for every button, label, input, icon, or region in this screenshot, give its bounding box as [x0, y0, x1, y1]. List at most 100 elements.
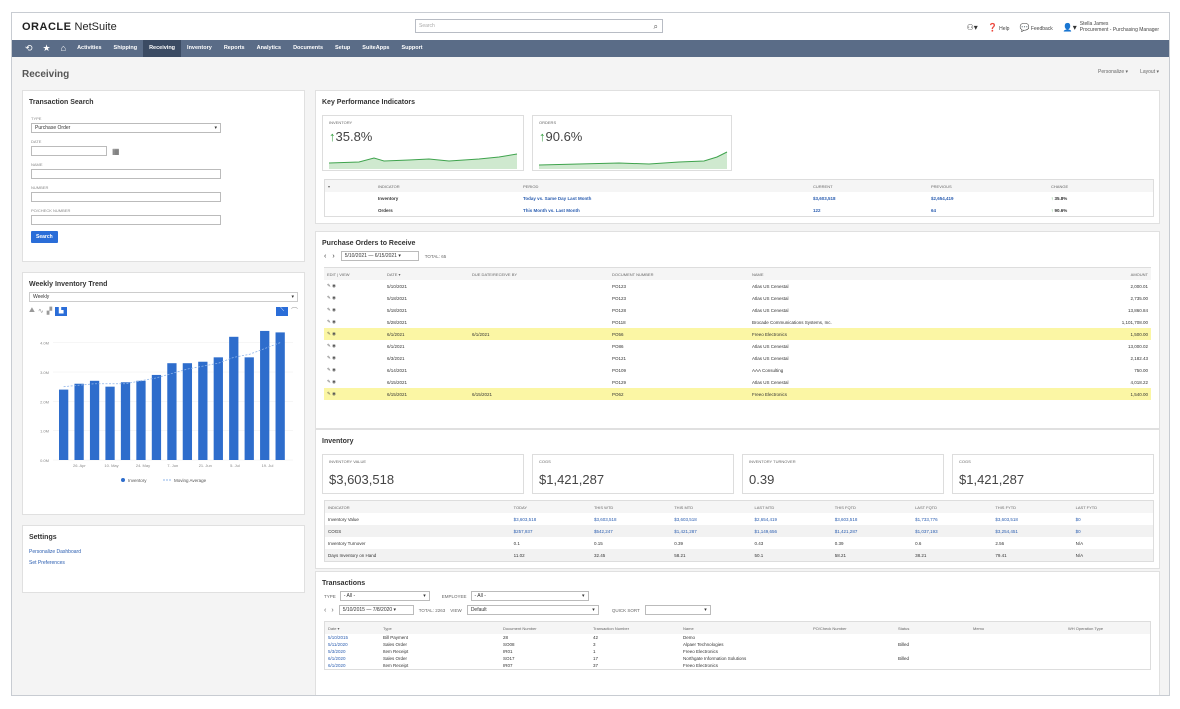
edit-icon[interactable]: ✎	[327, 367, 333, 372]
edit-icon[interactable]: ✎	[327, 331, 333, 336]
home-icon[interactable]: ⌂	[60, 43, 67, 53]
kpi-current-link[interactable]: $3,603,518	[813, 195, 836, 201]
edit-icon[interactable]: ✎	[327, 307, 333, 312]
inventory-cell[interactable]: $0	[1075, 516, 1081, 522]
help-link[interactable]: ❓ Help	[987, 22, 1010, 32]
po-column-header[interactable]: Edit | View	[324, 268, 384, 280]
legend-moving-average[interactable]: Moving Average	[174, 478, 207, 483]
inventory-cell[interactable]: $1,733,776	[915, 516, 938, 522]
view-icon[interactable]: ◉	[332, 367, 336, 372]
feedback-link[interactable]: 💬 Feedback	[1019, 22, 1053, 32]
inventory-bar[interactable]	[120, 382, 131, 460]
inventory-cell[interactable]: $0	[1075, 528, 1081, 534]
edit-icon[interactable]: ✎	[327, 391, 333, 396]
tx-column-header[interactable]: WH Operation Type	[1065, 622, 1150, 634]
personalize-button[interactable]: Personalize ▾	[1098, 69, 1129, 75]
trend-line-icon[interactable]: ⟍	[276, 306, 288, 316]
inventory-bar[interactable]	[136, 380, 146, 460]
date-field[interactable]	[31, 146, 107, 156]
po-column-header[interactable]: Document Number	[609, 268, 749, 280]
kpi-previous-link[interactable]: 64	[931, 207, 937, 213]
inventory-bar[interactable]	[198, 361, 208, 460]
kpi-period-link[interactable]: This Month vs. Last Month	[523, 207, 580, 213]
tx-quick-sort-select[interactable]: ▾	[644, 605, 711, 615]
legend-inventory[interactable]: Inventory	[128, 478, 147, 483]
tx-column-header[interactable]: Name	[680, 622, 810, 634]
tx-column-header[interactable]: Document Number	[500, 622, 590, 634]
po-column-header[interactable]: Due Date/Receive By	[469, 268, 609, 280]
tx-date-link[interactable]: 6/1/2020	[328, 656, 346, 661]
bar-chart-icon[interactable]: ▙	[55, 306, 68, 316]
po-column-header[interactable]: Amount	[1049, 268, 1151, 280]
star-icon[interactable]: ★	[42, 43, 51, 53]
edit-icon[interactable]: ✎	[327, 379, 333, 384]
view-icon[interactable]: ◉	[332, 283, 336, 288]
inventory-cell[interactable]: $3,603,518	[593, 516, 617, 522]
edit-icon[interactable]: ✎	[327, 295, 333, 300]
tx-date-link[interactable]: 5/3/2020	[328, 649, 346, 654]
next-arrow-icon[interactable]: ›	[332, 252, 335, 260]
inventory-cell[interactable]: $3,254,451	[995, 528, 1018, 534]
tx-column-header[interactable]: Status	[895, 622, 970, 634]
inventory-card[interactable]: COGS $1,421,287	[952, 454, 1154, 494]
edit-icon[interactable]: ✎	[327, 319, 333, 324]
nav-receiving[interactable]: Receiving	[143, 40, 182, 57]
number-field[interactable]	[31, 192, 221, 202]
recent-records-icon[interactable]: ⚇▾	[966, 22, 978, 32]
prev-arrow-icon[interactable]: ‹	[324, 252, 327, 260]
line-chart-icon[interactable]: ∿	[37, 308, 44, 315]
po-column-header[interactable]: Name	[749, 268, 1049, 280]
inventory-cell[interactable]: $1,037,193	[915, 528, 938, 534]
recent-icon[interactable]: ⟲	[25, 43, 33, 53]
name-field[interactable]	[31, 169, 221, 179]
kpi-inventory-card[interactable]: INVENTORY ↑35.8%	[322, 115, 524, 171]
tx-employee-select[interactable]: - All - ▾	[470, 591, 589, 601]
tx-column-header[interactable]: PO/Check Number	[810, 622, 895, 634]
search-button[interactable]: Search	[31, 231, 58, 243]
inventory-bar[interactable]	[74, 383, 84, 460]
personalize-dashboard-link[interactable]: Personalize Dashboard	[29, 549, 81, 555]
inventory-bar[interactable]	[151, 374, 162, 460]
inventory-cell[interactable]: $3,603,518	[513, 516, 537, 522]
inventory-bar[interactable]	[59, 389, 69, 460]
search-icon[interactable]: ⌕	[653, 22, 658, 31]
inventory-card[interactable]: INVENTORY VALUE $3,603,518	[322, 454, 524, 494]
tx-date-link[interactable]: 5/10/2015	[328, 635, 349, 640]
tx-column-header[interactable]: Date ▾	[325, 622, 380, 634]
kpi-previous-link[interactable]: $2,654,419	[931, 195, 954, 201]
po-date-range[interactable]: 5/10/2021 — 6/15/2021 ▾	[340, 251, 419, 261]
curve-icon[interactable]: ⌒	[291, 308, 298, 315]
inventory-bar[interactable]	[167, 363, 177, 460]
tx-type-select[interactable]: - All - ▾	[339, 591, 430, 601]
inventory-cell[interactable]: $3,603,518	[674, 516, 697, 522]
layout-button[interactable]: Layout ▾	[1140, 69, 1159, 75]
nav-shipping[interactable]: Shipping	[113, 45, 138, 51]
inventory-cell[interactable]: $1,421,287	[834, 528, 858, 534]
edit-icon[interactable]: ✎	[327, 343, 333, 348]
po-column-header[interactable]: Date ▾	[384, 268, 469, 280]
inventory-cell[interactable]: $542,247	[593, 528, 613, 534]
nav-analytics[interactable]: Analytics	[256, 45, 282, 51]
kpi-period-link[interactable]: Today vs. Same Day Last Month	[523, 195, 592, 201]
inventory-bar[interactable]	[244, 357, 254, 460]
kpi-orders-card[interactable]: ORDERS ↑90.6%	[532, 115, 732, 171]
inventory-cell[interactable]: $2,654,419	[754, 516, 778, 522]
tx-column-header[interactable]: Transaction Number	[590, 622, 680, 634]
inventory-bar[interactable]	[105, 386, 115, 460]
area-chart-icon[interactable]: ⛰	[29, 307, 35, 314]
inventory-cell[interactable]: $1,421,287	[674, 528, 697, 534]
tx-date-range[interactable]: 5/10/2015 — 7/8/2020 ▾	[338, 605, 414, 615]
tx-date-link[interactable]: 5/11/2020	[328, 642, 348, 647]
kpi-current-link[interactable]: 122	[813, 207, 821, 213]
nav-inventory[interactable]: Inventory	[187, 45, 212, 51]
global-search-input[interactable]: Search ⌕	[415, 19, 663, 33]
view-icon[interactable]: ◉	[332, 391, 336, 396]
inventory-bar[interactable]	[213, 357, 223, 460]
inventory-bar[interactable]	[260, 330, 270, 460]
logo[interactable]: ORACLE NetSuite	[22, 21, 117, 33]
inventory-cell[interactable]: $1,149,656	[754, 528, 778, 534]
edit-icon[interactable]: ✎	[327, 355, 333, 360]
expand-icon[interactable]: ▾	[325, 180, 375, 192]
nav-reports[interactable]: Reports	[223, 45, 245, 51]
inventory-cell[interactable]: $3,603,518	[834, 516, 858, 522]
